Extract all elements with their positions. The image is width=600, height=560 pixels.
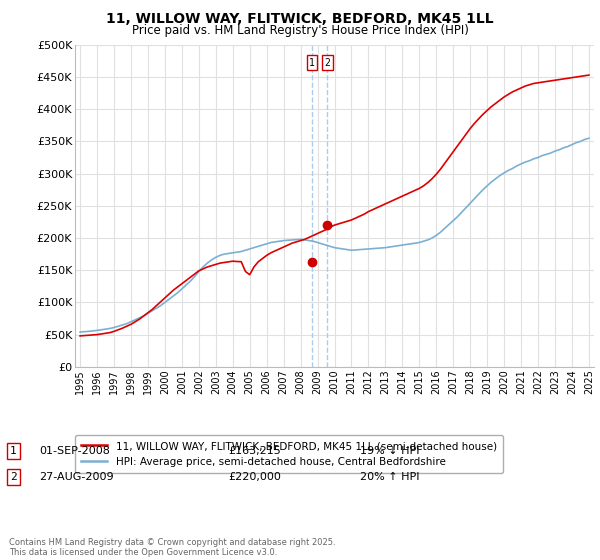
Text: 20% ↑ HPI: 20% ↑ HPI (360, 472, 419, 482)
Text: 2: 2 (325, 58, 331, 68)
Legend: 11, WILLOW WAY, FLITWICK, BEDFORD, MK45 1LL (semi-detached house), HPI: Average : 11, WILLOW WAY, FLITWICK, BEDFORD, MK45 … (75, 435, 503, 473)
Text: 1: 1 (309, 58, 315, 68)
Text: Contains HM Land Registry data © Crown copyright and database right 2025.
This d: Contains HM Land Registry data © Crown c… (9, 538, 335, 557)
Text: 19% ↓ HPI: 19% ↓ HPI (360, 446, 419, 456)
Text: £163,215: £163,215 (228, 446, 281, 456)
Text: 11, WILLOW WAY, FLITWICK, BEDFORD, MK45 1LL: 11, WILLOW WAY, FLITWICK, BEDFORD, MK45 … (106, 12, 494, 26)
Text: 2: 2 (10, 472, 17, 482)
Text: £220,000: £220,000 (228, 472, 281, 482)
Text: 1: 1 (10, 446, 17, 456)
Text: 01-SEP-2008: 01-SEP-2008 (39, 446, 110, 456)
Text: 27-AUG-2009: 27-AUG-2009 (39, 472, 113, 482)
Text: Price paid vs. HM Land Registry's House Price Index (HPI): Price paid vs. HM Land Registry's House … (131, 24, 469, 36)
